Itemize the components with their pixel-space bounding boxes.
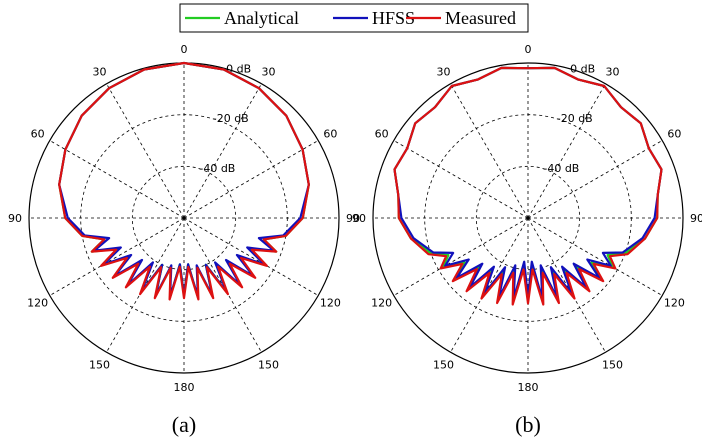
angle-label: 150 [258,358,279,371]
db-tick-label: 0 dB [226,62,251,75]
legend-label-hfss: HFSS [372,8,415,28]
panel-label-b: (b) [515,412,541,437]
angle-label: 90 [346,212,360,225]
angle-label: 120 [27,297,48,310]
grid-spoke-120 [183,217,319,296]
grid-circle-1 [131,165,237,271]
outer-circle [372,62,684,374]
grid-spoke-300 [49,140,185,219]
db-tick-label: 0 dB [570,62,595,75]
legend-label-analytical: Analytical [224,8,299,28]
db-tick-label: -20 dB [557,112,593,125]
series-measured [393,66,663,306]
angle-label: 150 [89,358,110,371]
angle-label: 150 [602,358,623,371]
grid-spoke-330 [106,83,185,219]
angle-label: 60 [323,128,337,141]
db-tick-label: -40 dB [199,162,235,175]
db-tick-label: -20 dB [213,112,249,125]
angle-label: 90 [690,212,702,225]
polar-panel-a: 0 30 60 90 120 150 180 150 120 90 60 30 0 dB -20 dB -4… [8,43,360,394]
angle-label: 120 [371,297,392,310]
grid-spoke-300 [393,140,529,219]
grid-spoke-120 [527,217,663,296]
angle-label: 180 [518,381,539,394]
grid-spoke-30 [183,83,262,219]
grid-spoke-30 [527,83,606,219]
series-measured [58,61,310,301]
legend-label-measured: Measured [445,8,516,28]
angle-label: 120 [320,297,341,310]
grid-spoke-240 [393,217,529,296]
angle-label: 30 [93,66,107,79]
angle-label: 60 [31,128,45,141]
angle-label: 30 [606,66,620,79]
grid-spoke-60 [183,140,319,219]
grid-spoke-330 [450,83,529,219]
grid-spoke-210 [106,217,185,353]
polar-panel-b: 0 30 60 90 120 150 180 150 120 90 60 30 0 dB -20 dB -4… [352,43,702,394]
angle-label: 150 [433,358,454,371]
grid-spoke-150 [527,217,606,353]
angle-label: 0 [525,43,532,56]
angle-label: 60 [667,128,681,141]
angle-label: 90 [352,212,366,225]
angle-label: 180 [174,381,195,394]
grid-circle-1 [475,165,581,271]
angle-label: 60 [375,128,389,141]
legend: Analytical HFSS Measured [179,3,529,33]
panel-label-a: (a) [172,412,196,437]
grid-spoke-60 [527,140,663,219]
db-tick-label: -40 dB [543,162,579,175]
angle-label: 120 [664,297,685,310]
angle-label: 90 [8,212,22,225]
grid-spoke-210 [450,217,529,353]
grid-spoke-240 [49,217,185,296]
angle-label: 0 [181,43,188,56]
angle-label: 30 [262,66,276,79]
angle-label: 30 [437,66,451,79]
grid-spoke-150 [183,217,262,353]
